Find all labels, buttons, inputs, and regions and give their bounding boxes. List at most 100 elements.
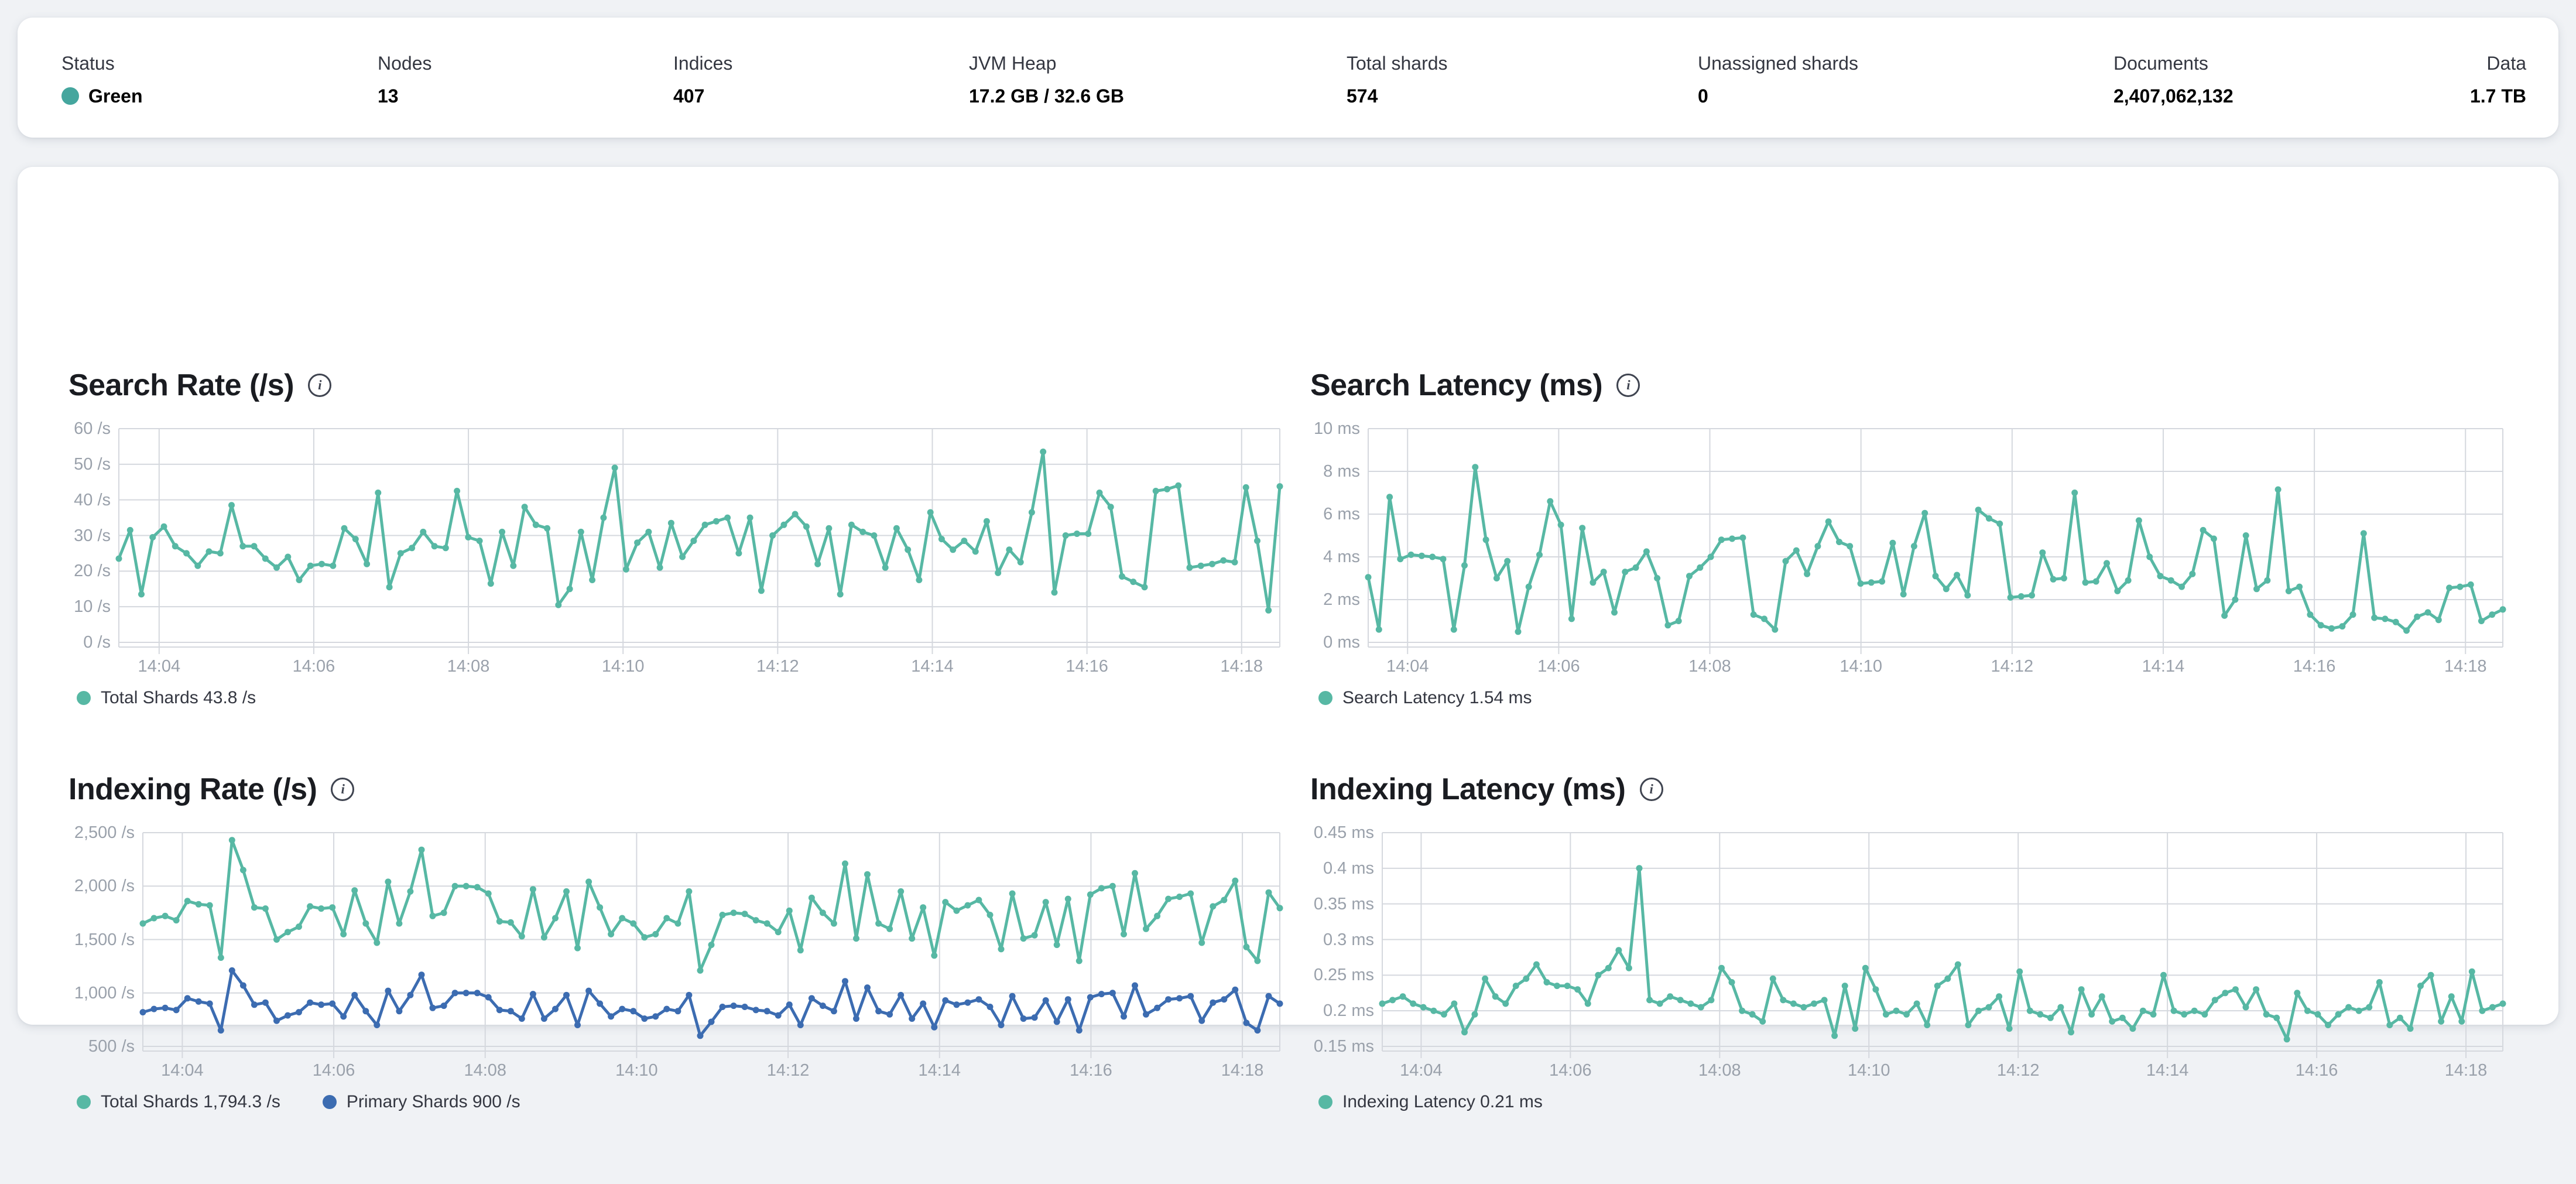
y-axis-label: 20 /s [74, 562, 111, 581]
data-point-marker [1472, 464, 1479, 471]
data-point-marker [1130, 579, 1137, 586]
data-point-marker [1543, 979, 1550, 985]
info-icon[interactable]: i [1616, 374, 1640, 397]
info-icon[interactable]: i [331, 778, 355, 801]
stat-nodes: Nodes 13 [378, 52, 673, 108]
data-point-marker [463, 882, 470, 889]
data-point-marker [2029, 592, 2035, 599]
info-icon[interactable]: i [308, 374, 332, 397]
data-point-marker [1625, 964, 1632, 971]
data-point-marker [927, 509, 934, 516]
data-point-marker [1107, 504, 1114, 511]
data-point-marker [1643, 548, 1650, 555]
data-point-marker [442, 545, 449, 552]
data-point-marker [1121, 930, 1127, 937]
data-point-marker [173, 917, 180, 924]
data-point-marker [1165, 996, 1172, 1003]
chart-plot-area[interactable] [115, 428, 1283, 655]
y-axis-label: 2,000 /s [74, 877, 135, 896]
data-point-marker [741, 1004, 748, 1010]
data-point-marker [1687, 1000, 1694, 1007]
data-point-marker [574, 1022, 581, 1028]
data-point-marker [1913, 1000, 1920, 1007]
data-point-marker [2078, 986, 2085, 993]
data-point-marker [1075, 957, 1083, 964]
data-point-marker [407, 991, 414, 998]
data-point-marker [318, 905, 325, 912]
y-axis-label: 60 /s [74, 419, 111, 438]
data-point-marker [619, 1005, 626, 1012]
legend-item-search-latency[interactable]: Search Latency 1.54 ms [1318, 687, 1532, 709]
chart-plot-area[interactable] [139, 832, 1283, 1059]
stat-data-size-label: Data [2486, 53, 2526, 74]
data-point-marker [1232, 986, 1239, 993]
data-point-marker [330, 562, 337, 569]
data-point-marker [396, 1008, 403, 1015]
series-line-total-shards [117, 450, 1282, 612]
data-point-marker [1154, 1004, 1161, 1011]
data-point-marker [1547, 498, 1554, 505]
data-point-marker [2139, 1007, 2146, 1014]
data-point-marker [1985, 515, 1992, 522]
health-status-dot-icon [61, 87, 79, 105]
data-point-marker [2489, 611, 2496, 618]
data-point-marker [752, 1007, 759, 1014]
legend-item-total-shards[interactable]: Total Shards 1,794.3 /s [77, 1091, 280, 1113]
data-point-marker [1772, 626, 1779, 633]
chart-plot-area[interactable] [1365, 428, 2506, 655]
data-point-marker [842, 860, 848, 867]
data-point-marker [1793, 547, 1800, 554]
data-point-marker [431, 543, 438, 550]
y-axis-label: 0.4 ms [1323, 858, 1374, 878]
data-point-marker [1769, 975, 1776, 982]
chart-legend: Search Latency 1.54 ms [1318, 687, 1574, 709]
data-point-marker [2325, 1022, 2331, 1028]
chart-search-latency-ms: Search Latency (ms) i 0 ms 2 ms 4 ms 6 ms 8 ms… [1310, 367, 2551, 780]
y-axis-label: 2 ms [1323, 590, 1360, 609]
info-icon[interactable]: i [1639, 778, 1663, 801]
data-point-marker [375, 490, 382, 496]
data-point-marker [307, 903, 314, 910]
data-point-marker [597, 904, 604, 911]
data-point-marker [1017, 559, 1024, 566]
legend-item-primary-shards[interactable]: Primary Shards 900 /s [322, 1091, 520, 1113]
chart-indexing-rate-s: Indexing Rate (/s) i 500 /s 1,000 /s 1,500 /… [68, 771, 1310, 1184]
data-point-marker [507, 919, 514, 926]
data-point-marker [285, 929, 291, 936]
chart-plot-area[interactable] [1379, 832, 2506, 1059]
x-axis-label: 14:12 [766, 1061, 810, 1080]
data-point-marker [150, 915, 157, 922]
data-point-marker [1615, 947, 1622, 954]
y-axis-label: 40 /s [74, 490, 111, 509]
data-point-marker [1098, 885, 1105, 892]
data-point-marker [1074, 531, 1080, 537]
x-axis-label: 14:16 [2293, 657, 2336, 676]
legend-dot-icon [1318, 1095, 1332, 1109]
x-axis-label: 14:10 [601, 657, 645, 676]
data-point-marker [1790, 1000, 1797, 1007]
data-point-marker [2283, 1036, 2290, 1043]
data-point-marker [1595, 971, 1602, 978]
data-point-marker [674, 920, 681, 927]
data-point-marker [1654, 575, 1661, 581]
data-point-marker [712, 518, 720, 525]
data-point-marker [1574, 986, 1581, 993]
data-point-marker [262, 999, 269, 1006]
x-axis-label: 14:06 [1537, 657, 1580, 676]
data-point-marker [318, 560, 325, 567]
stat-data-size: Data 1.7 TB [2465, 52, 2526, 108]
data-point-marker [563, 991, 570, 998]
data-point-marker [1675, 618, 1682, 624]
data-point-marker [931, 1024, 938, 1031]
data-point-marker [1502, 1000, 1509, 1007]
legend-item-total-shards[interactable]: Total Shards 43.8 /s [77, 687, 256, 709]
data-point-marker [409, 545, 416, 552]
data-point-marker [1210, 903, 1217, 910]
legend-item-indexing-latency[interactable]: Indexing Latency 0.21 ms [1318, 1091, 1543, 1113]
data-point-marker [830, 920, 837, 927]
data-point-marker [1782, 557, 1789, 564]
data-point-marker [184, 898, 191, 905]
data-point-marker [273, 564, 280, 571]
data-point-marker [656, 564, 663, 571]
legend-dot-icon [77, 1095, 91, 1109]
